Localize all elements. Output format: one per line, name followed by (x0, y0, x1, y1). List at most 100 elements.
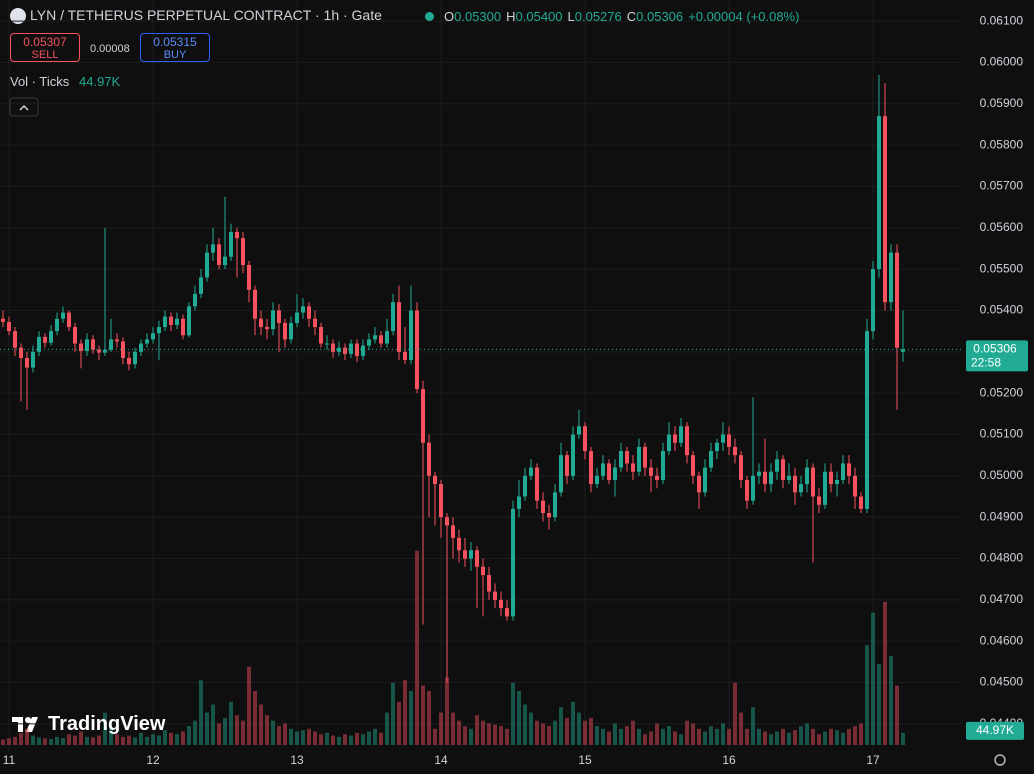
candle-body (487, 575, 491, 592)
collapse-icon (19, 104, 29, 111)
volume-bar (331, 735, 335, 745)
x-tick-label: 16 (722, 753, 736, 767)
volume-bar (307, 728, 311, 745)
volume-bar (49, 739, 53, 745)
candle-body (493, 591, 497, 600)
candle-body (769, 471, 773, 485)
volume-bar (217, 723, 221, 745)
candle-body (193, 293, 197, 307)
spread: 0.00008 (90, 43, 130, 55)
candle-body (235, 231, 239, 239)
ohlc-legend: O0.05300 H0.05400 L0.05276 C0.05306 +0.00004… (425, 9, 799, 24)
volume-bar (817, 734, 821, 745)
candle-body (667, 434, 671, 452)
candle-body (169, 316, 173, 325)
candle-body (877, 116, 881, 270)
candle-body (109, 339, 113, 350)
candle-body (403, 351, 407, 361)
volume-bar (853, 726, 857, 745)
candle-body (847, 463, 851, 476)
volume-bar (517, 691, 521, 745)
candle-body (145, 339, 149, 344)
volume-bar (103, 712, 107, 745)
y-tick-label: 0.05800 (980, 137, 1024, 151)
candle-body (265, 327, 269, 330)
candle-body (811, 467, 815, 497)
candle-body (763, 471, 767, 485)
candle-body (685, 426, 689, 456)
price-tag (966, 340, 1028, 372)
volume-bar (667, 726, 671, 745)
candle-body (613, 467, 617, 480)
candle-body (223, 256, 227, 265)
candle-body (259, 318, 263, 328)
volume-bar (691, 723, 695, 745)
volume-bar (769, 734, 773, 745)
title: LYN / TETHERUS PERPETUAL CONTRACT · 1h ·… (30, 7, 382, 23)
candle-body (163, 316, 167, 328)
volume-bar (733, 682, 737, 745)
settings-icon[interactable] (994, 754, 1006, 766)
volume-bar (187, 726, 191, 745)
candle-body (637, 446, 641, 472)
volume-bar (295, 731, 299, 745)
candle-body (343, 347, 347, 354)
candle-body (697, 475, 701, 493)
volume-bar (25, 728, 29, 745)
volume-bar (73, 735, 77, 745)
candle-body (49, 331, 53, 343)
x-tick-label: 13 (290, 753, 304, 767)
volume-bar (259, 704, 263, 745)
buy-label: BUY (163, 49, 187, 61)
buy-button[interactable]: 0.05315 BUY (140, 33, 210, 62)
volume-bar (889, 655, 893, 745)
volume-bar (373, 728, 377, 745)
candle-body (379, 335, 383, 344)
volume-bar (241, 720, 245, 745)
candle-body (391, 302, 395, 332)
sell-button[interactable]: 0.05307 SELL (10, 33, 80, 62)
candle-body (673, 434, 677, 443)
candle-body (289, 322, 293, 340)
volume-bar (745, 728, 749, 745)
volume-bar (715, 728, 719, 745)
candle-body (835, 479, 839, 485)
volume-bar (793, 730, 797, 745)
candle-body (67, 312, 71, 328)
volume-legend-label: Vol · Ticks (10, 74, 70, 89)
volume-bar (577, 712, 581, 745)
candle-body (901, 349, 905, 352)
volume-bar (535, 720, 539, 745)
candle-body (619, 451, 623, 468)
candle-body (475, 550, 479, 567)
candle-body (7, 322, 11, 332)
volume-bar (355, 732, 359, 745)
volume-bar (397, 701, 401, 745)
collapse-button[interactable] (9, 97, 39, 117)
volume-bar (487, 723, 491, 745)
volume-bar (169, 732, 173, 745)
volume-bar (823, 731, 827, 745)
volume-bar (439, 712, 443, 745)
volume-bar (145, 736, 149, 745)
y-tick-label: 0.04900 (980, 509, 1024, 523)
volume-bar (127, 735, 131, 745)
y-tick-label: 0.05600 (980, 220, 1024, 234)
candle-body (715, 442, 719, 452)
volume-bar (649, 731, 653, 745)
ohlc-key: O (444, 9, 455, 24)
volume-bar (391, 682, 395, 745)
volume-tag-text: 44.97K (976, 723, 1014, 737)
volume-bar (247, 666, 251, 745)
candle-body (457, 537, 461, 551)
volume-bar (469, 728, 473, 745)
candle-body (25, 358, 29, 368)
x-tick-label: 14 (434, 753, 448, 767)
candle-body (139, 343, 143, 352)
volume-bar (685, 720, 689, 745)
candle-body (31, 351, 35, 368)
candle-body (277, 310, 281, 323)
candle-body (463, 550, 467, 559)
volume-bar (529, 712, 533, 745)
volume-bar (709, 726, 713, 745)
